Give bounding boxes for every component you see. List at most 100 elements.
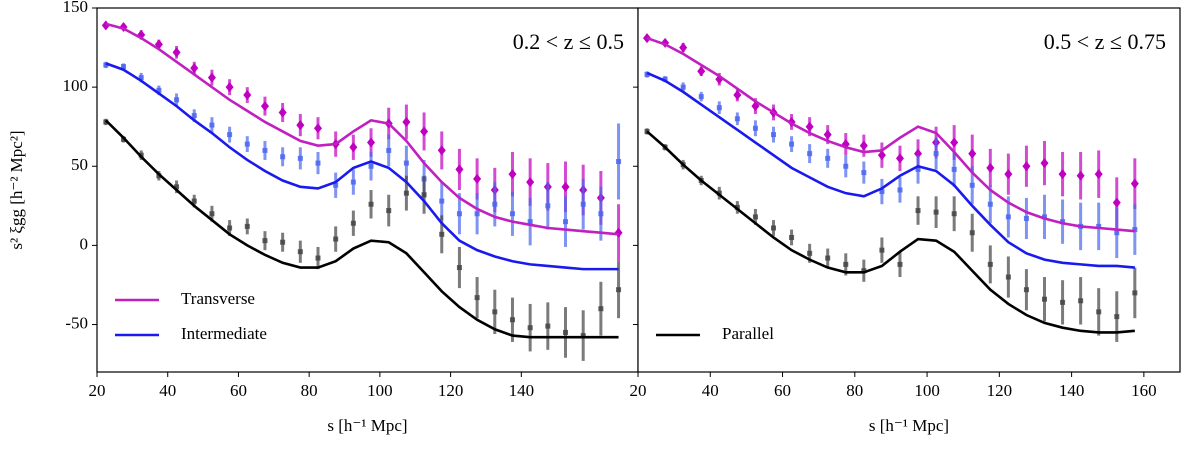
data-point	[278, 107, 287, 118]
data-point	[1060, 219, 1066, 225]
data-point	[260, 101, 269, 112]
data-point	[368, 201, 374, 207]
data-point	[563, 329, 569, 335]
plot-area	[638, 8, 1180, 372]
data-point	[679, 42, 688, 53]
data-point	[895, 153, 904, 164]
data-point	[280, 239, 286, 245]
data-point	[807, 151, 813, 157]
data-point	[861, 170, 867, 176]
data-point	[527, 219, 533, 225]
data-point	[191, 198, 197, 204]
data-point	[296, 120, 305, 131]
data-point	[313, 123, 322, 134]
data-point	[297, 249, 303, 255]
data-point	[879, 189, 885, 195]
data-point	[644, 71, 650, 77]
model-line	[646, 36, 1135, 233]
data-point	[1004, 169, 1013, 180]
data-point	[403, 160, 409, 166]
data-point	[843, 163, 849, 169]
x-tick-label: 60	[774, 381, 791, 400]
data-point	[172, 47, 181, 58]
data-point	[1114, 314, 1120, 320]
data-point	[280, 154, 286, 160]
data-point	[879, 247, 885, 253]
data-point	[262, 147, 268, 153]
data-point	[474, 211, 480, 217]
data-point	[403, 190, 409, 196]
x-tick-label: 120	[438, 381, 464, 400]
data-point	[527, 325, 533, 331]
data-point	[1042, 296, 1047, 302]
data-point	[1022, 161, 1031, 172]
data-point	[121, 64, 127, 70]
data-point	[545, 203, 551, 209]
data-point	[315, 160, 321, 166]
data-point	[190, 63, 199, 74]
data-point	[697, 66, 706, 77]
y-tick-label: -50	[65, 313, 88, 332]
data-point	[473, 173, 482, 184]
data-point	[207, 72, 216, 83]
data-point	[456, 211, 462, 217]
data-point	[1130, 178, 1139, 189]
x-tick-label: 140	[1059, 381, 1085, 400]
data-point	[244, 223, 250, 229]
data-point	[437, 145, 446, 156]
data-point	[315, 255, 321, 261]
data-point	[156, 87, 162, 93]
annotation: 0.5 < z ≤ 0.75	[1044, 29, 1166, 54]
data-point	[386, 208, 392, 214]
data-point	[807, 250, 813, 256]
axes-frame	[637, 7, 1181, 373]
data-point	[350, 220, 356, 226]
data-point	[805, 121, 814, 132]
model-line	[105, 62, 619, 271]
data-point	[420, 126, 429, 137]
data-point	[1040, 158, 1049, 169]
data-point	[1112, 197, 1121, 208]
data-point	[986, 162, 995, 173]
model-line	[646, 130, 1135, 334]
data-point	[1023, 287, 1029, 293]
x-tick-label: 60	[230, 381, 247, 400]
data-point	[580, 333, 586, 339]
data-point	[951, 211, 957, 217]
x-tick-label: 120	[987, 381, 1013, 400]
data-point	[789, 234, 795, 240]
data-point	[1114, 230, 1120, 236]
data-point	[680, 84, 686, 90]
data-point	[1042, 214, 1047, 220]
data-point	[367, 137, 376, 148]
x-tick-label: 80	[301, 381, 318, 400]
data-point	[209, 211, 215, 217]
data-point	[509, 317, 515, 323]
data-point	[349, 142, 358, 153]
data-point	[333, 236, 339, 242]
data-point	[1132, 290, 1138, 296]
data-point	[492, 309, 498, 315]
data-point	[191, 113, 197, 119]
model-line	[646, 71, 1135, 269]
data-point	[616, 159, 622, 165]
data-point	[386, 147, 392, 153]
data-point	[598, 306, 604, 312]
data-point	[987, 261, 993, 267]
data-point	[225, 82, 234, 93]
data-point	[101, 20, 110, 31]
data-point	[987, 201, 993, 207]
data-point	[861, 268, 867, 274]
y-tick-label: 150	[63, 0, 89, 16]
data-point	[1023, 215, 1029, 221]
data-point	[969, 182, 975, 188]
data-point	[1005, 274, 1011, 280]
data-point	[333, 182, 339, 188]
data-point	[368, 163, 374, 169]
data-point	[509, 211, 515, 217]
data-point	[698, 94, 704, 100]
y-tick-label: 50	[71, 155, 88, 174]
x-tick-label: 160	[1131, 381, 1157, 400]
data-point	[1096, 309, 1102, 315]
